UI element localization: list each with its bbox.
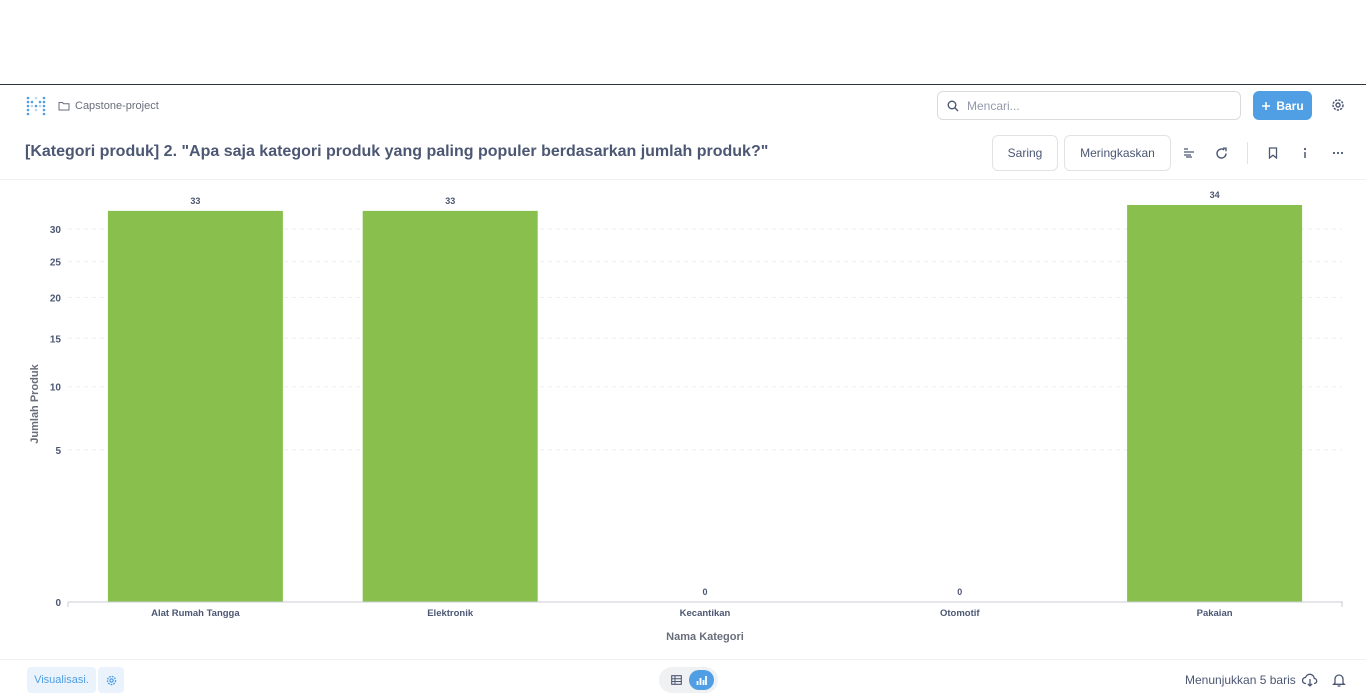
visualization-settings-button[interactable]: [98, 667, 124, 693]
chart-bars: [107, 205, 1303, 602]
folder-icon: [58, 102, 70, 111]
bar-data-label: 0: [957, 587, 962, 597]
x-tick-label: Elektronik: [427, 608, 474, 619]
plus-icon: [1262, 101, 1271, 110]
table-icon: [670, 675, 682, 685]
header-divider: [1247, 142, 1248, 164]
breadcrumb-collection-label: Capstone-project: [75, 100, 159, 112]
bar-data-label: 0: [702, 587, 707, 597]
bar-data-label: 33: [190, 196, 200, 206]
bar-elektronik[interactable]: [362, 210, 538, 602]
question-title[interactable]: [Kategori produk] 2. "Apa saja kategori …: [25, 143, 769, 160]
x-tick-label: Pakaian: [1197, 608, 1233, 619]
search-box[interactable]: [937, 91, 1241, 120]
notebook-icon[interactable]: [1180, 144, 1198, 162]
gear-icon[interactable]: [1330, 97, 1346, 113]
bar-pakaian[interactable]: [1127, 205, 1303, 602]
summarize-button[interactable]: Meringkaskan: [1064, 135, 1171, 171]
x-tick-label: Kecantikan: [680, 608, 731, 619]
search-input[interactable]: [967, 98, 1227, 113]
gear-icon: [106, 675, 116, 685]
bar-data-label: 33: [445, 196, 455, 206]
more-icon[interactable]: [1329, 144, 1347, 162]
metabase-logo-icon[interactable]: [26, 96, 46, 116]
search-icon: [947, 100, 959, 111]
y-tick-label: 10: [50, 383, 62, 394]
y-tick-label: 0: [55, 598, 61, 609]
y-tick-label: 20: [50, 294, 62, 305]
x-tick-label: Alat Rumah Tangga: [151, 608, 240, 619]
y-tick-label: 5: [55, 446, 61, 457]
x-tick-label: Otomotif: [940, 608, 980, 619]
download-icon[interactable]: [1302, 672, 1318, 688]
y-tick-label: 25: [50, 258, 62, 269]
chart-view-toggle[interactable]: [689, 670, 714, 690]
bar-chart: 0 5 10 15 20 25 30 33 Alat Rumah Tangga 33 Elektro…: [29, 190, 1343, 643]
new-button[interactable]: Baru: [1253, 91, 1312, 120]
bell-icon[interactable]: [1331, 672, 1347, 688]
y-tick-label: 30: [50, 225, 62, 236]
view-toggle: [659, 667, 718, 693]
x-axis-title: Nama Kategori: [666, 631, 744, 643]
refresh-icon[interactable]: [1212, 144, 1230, 162]
chart-labels: 0 5 10 15 20 25 30 33 Alat Rumah Tangga 33 Elektro…: [50, 190, 1233, 619]
filter-button[interactable]: Saring: [992, 135, 1058, 171]
table-view-toggle[interactable]: [665, 670, 687, 690]
y-axis-title: Jumlah Produk: [29, 363, 41, 443]
breadcrumb[interactable]: Capstone-project: [58, 98, 159, 114]
y-tick-label: 15: [50, 334, 62, 345]
info-icon[interactable]: [1296, 144, 1314, 162]
visualization-button[interactable]: Visualisasi.: [27, 667, 96, 693]
header-divider-line: [0, 179, 1366, 180]
row-count-text: Menunjukkan 5 baris: [1185, 673, 1296, 687]
top-blank-area: [0, 0, 1366, 85]
new-button-label: Baru: [1276, 98, 1304, 113]
bar-alat-rumah-tangga[interactable]: [107, 210, 283, 602]
bookmark-icon[interactable]: [1264, 144, 1282, 162]
bar-chart-icon: [696, 676, 707, 685]
bar-data-label: 34: [1210, 190, 1220, 200]
